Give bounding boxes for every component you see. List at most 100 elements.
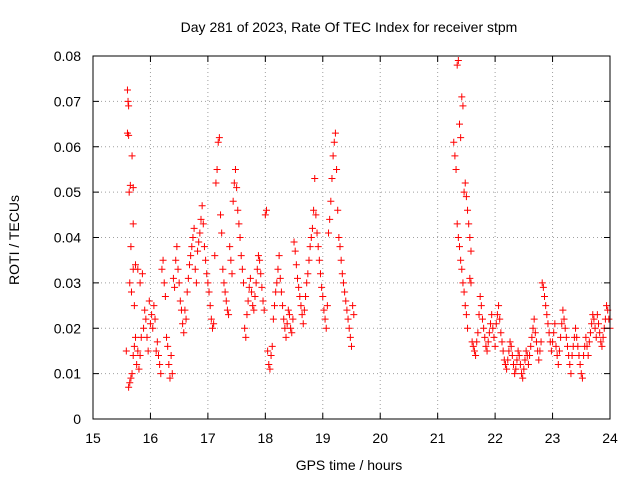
data-point: [289, 315, 297, 323]
data-point: [215, 134, 223, 142]
data-point: [325, 229, 333, 237]
data-point: [464, 324, 472, 332]
data-point: [171, 283, 179, 291]
data-point: [326, 215, 334, 223]
data-point: [126, 279, 134, 287]
x-tick-label: 23: [545, 430, 561, 446]
data-point: [230, 179, 238, 187]
data-point: [466, 274, 474, 282]
data-point: [292, 261, 300, 269]
data-point: [496, 315, 504, 323]
data-point: [166, 374, 174, 382]
data-point: [341, 288, 349, 296]
data-point: [269, 315, 277, 323]
data-point: [454, 57, 462, 65]
data-point: [453, 61, 461, 69]
data-point: [180, 329, 188, 337]
data-point: [457, 134, 465, 142]
data-point: [335, 234, 343, 241]
data-point: [140, 324, 148, 332]
data-point: [467, 279, 475, 287]
data-point: [599, 333, 607, 341]
y-tick-label: 0.01: [54, 366, 81, 382]
data-point: [585, 338, 593, 346]
data-point: [219, 265, 227, 273]
y-axis-label: ROTI / TECUs: [6, 195, 22, 285]
data-point: [560, 315, 568, 323]
data-point: [189, 234, 197, 241]
data-point: [237, 252, 245, 260]
data-point: [464, 206, 472, 214]
data-point: [157, 370, 165, 378]
data-point: [141, 306, 149, 314]
data-point: [485, 329, 493, 337]
data-point: [126, 379, 134, 387]
data-point: [451, 152, 459, 160]
data-point: [498, 338, 506, 346]
data-point: [527, 342, 535, 350]
data-point: [271, 302, 279, 310]
data-point: [127, 288, 135, 296]
data-point: [280, 315, 288, 323]
data-point: [303, 279, 311, 287]
data-point: [316, 270, 324, 278]
data-point: [492, 320, 500, 328]
data-point: [130, 342, 138, 350]
data-point: [459, 279, 467, 287]
data-point: [142, 315, 150, 323]
data-point: [145, 297, 153, 305]
data-point: [229, 197, 237, 205]
data-point: [298, 311, 306, 319]
data-point: [197, 215, 205, 223]
data-point: [458, 93, 466, 101]
data-point: [603, 302, 611, 310]
data-point: [208, 324, 216, 332]
data-point: [342, 297, 350, 305]
data-point: [568, 351, 576, 359]
data-point: [465, 220, 473, 228]
data-point: [542, 302, 550, 310]
data-point: [566, 361, 574, 369]
data-point: [345, 324, 353, 332]
data-point: [508, 351, 516, 359]
data-point: [206, 302, 214, 310]
data-point: [327, 197, 335, 205]
data-point: [262, 206, 270, 214]
data-point: [574, 342, 582, 350]
data-point: [276, 274, 284, 282]
data-point: [310, 206, 318, 214]
data-point: [285, 311, 293, 319]
data-point: [333, 165, 341, 173]
data-point: [305, 256, 313, 264]
data-point: [284, 306, 292, 314]
data-point: [348, 342, 355, 350]
data-point: [223, 306, 231, 314]
data-point: [228, 270, 236, 278]
data-point: [138, 270, 146, 278]
data-point: [158, 265, 166, 273]
data-point: [234, 206, 242, 214]
data-point: [334, 206, 342, 214]
data-point: [495, 302, 503, 310]
data-point: [312, 211, 320, 219]
data-point: [524, 361, 532, 369]
data-point: [489, 324, 497, 332]
data-point: [163, 333, 171, 341]
data-point: [130, 302, 138, 310]
data-point: [321, 315, 329, 323]
data-point: [124, 97, 132, 105]
data-point: [482, 342, 490, 350]
data-point: [125, 131, 133, 139]
x-axis-label: GPS time / hours: [296, 457, 403, 473]
data-point: [562, 333, 570, 341]
x-tick-label: 17: [200, 430, 216, 446]
data-point: [245, 283, 253, 291]
data-point: [233, 184, 241, 192]
x-tick-label: 22: [487, 430, 503, 446]
data-point: [307, 234, 315, 241]
data-point: [129, 220, 137, 228]
data-point: [125, 383, 133, 391]
data-point: [322, 324, 330, 332]
data-point: [512, 365, 520, 373]
